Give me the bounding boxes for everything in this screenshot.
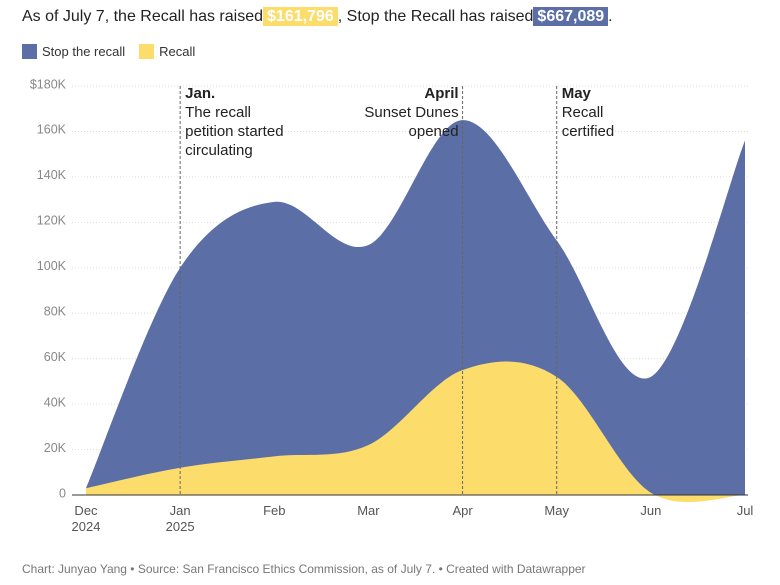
title-highlight: $667,089 xyxy=(533,7,609,26)
y-tick-label: 0 xyxy=(59,486,66,500)
legend-label: Stop the recall xyxy=(42,44,126,59)
title: As of July 7, the Recall has raised $161,… xyxy=(22,7,613,26)
y-tick-label: 160K xyxy=(37,123,67,137)
annotation-text: Sunset Dunes opened xyxy=(364,104,459,140)
annotation-text: The recall petition started circulating xyxy=(185,104,284,159)
y-tick-label: 140K xyxy=(37,168,67,182)
legend-swatch xyxy=(22,44,37,59)
annotation: Jan. The recall petition started circulat… xyxy=(185,84,283,160)
x-tick-label: Apr xyxy=(452,503,473,518)
x-tick-label: Jul xyxy=(736,503,754,518)
annotation-heading: April xyxy=(424,85,459,102)
x-tick-label: Jun xyxy=(640,503,662,518)
y-tick-label: $180K xyxy=(30,77,67,91)
y-tick-label: 20K xyxy=(44,441,67,455)
y-tick-label: 100K xyxy=(37,259,67,273)
legend: Stop the recall Recall xyxy=(22,44,195,59)
annotation-heading: Jan. xyxy=(185,85,216,102)
title-text: . xyxy=(608,8,613,25)
y-tick-label: 60K xyxy=(44,350,67,364)
annotation-heading: May xyxy=(561,85,591,102)
annotation: April Sunset Dunes opened xyxy=(364,84,458,141)
title-text: , Stop the Recall has raised xyxy=(337,8,534,25)
footer: Chart: Junyao Yang • Source: San Francis… xyxy=(22,562,586,576)
annotation: May Recall certified xyxy=(562,84,615,141)
x-tick-label: Jan 2025 xyxy=(165,503,195,534)
area xyxy=(86,361,745,503)
title-highlight: $161,796 xyxy=(263,7,338,26)
y-tick-label: 120K xyxy=(37,214,67,228)
y-tick-label: 40K xyxy=(44,395,67,409)
y-tick-label: 80K xyxy=(44,305,67,319)
x-tick-label: Dec 2024 xyxy=(71,503,101,534)
legend-item: Recall xyxy=(139,44,195,59)
title-text: As of July 7, the Recall has raised xyxy=(22,8,264,25)
x-tick-label: May xyxy=(544,503,569,518)
x-tick-label: Mar xyxy=(357,503,380,518)
annotation-text: Recall certified xyxy=(561,104,615,140)
x-tick-label: Feb xyxy=(263,503,286,518)
legend-label: Recall xyxy=(159,44,196,59)
legend-swatch xyxy=(139,44,155,59)
legend-item: Stop the recall xyxy=(22,44,125,59)
